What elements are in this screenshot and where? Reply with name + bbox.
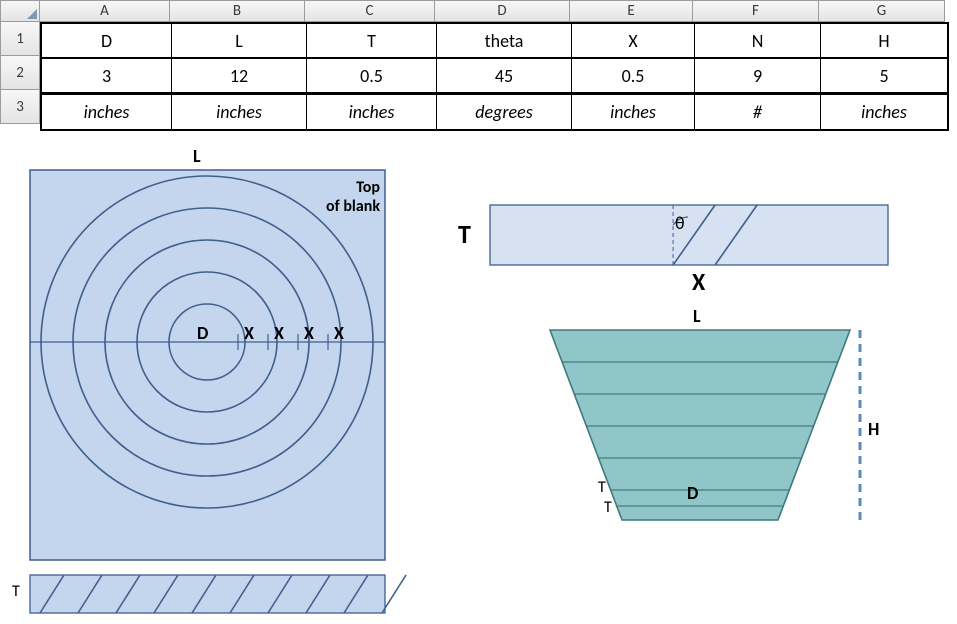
label-T1-bucket: T [598,478,606,497]
label-L-bucket: L [693,305,701,327]
label-T2-bucket: T [604,498,612,517]
label-H-bucket: H [868,418,879,440]
bucket-diagram [0,0,957,624]
label-D-bucket: D [687,482,698,504]
